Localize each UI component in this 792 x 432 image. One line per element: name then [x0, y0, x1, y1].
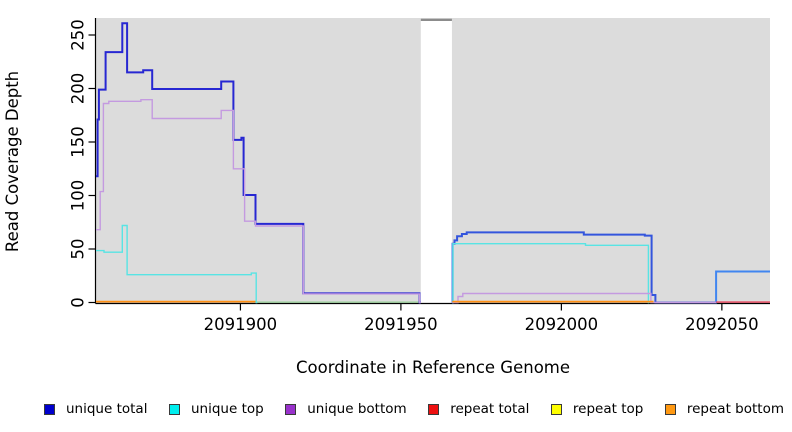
- coverage-gap-top-bar: [420, 18, 452, 21]
- series-unique-bottom-left: [96, 99, 421, 304]
- legend: unique total unique top unique bottom repea…: [44, 398, 784, 420]
- legend-item-unique-bottom: unique bottom: [285, 401, 407, 417]
- y-tick-label: 0: [69, 297, 88, 308]
- legend-item-unique-total: unique total: [44, 401, 147, 417]
- series-unique-total-left: [96, 22, 421, 304]
- legend-swatch-unique-top: [169, 403, 180, 415]
- x-tick-label: 2091950: [364, 315, 438, 334]
- legend-swatch-unique-total: [44, 403, 55, 415]
- y-tick-label: 200: [69, 73, 88, 105]
- y-tick-label: 150: [69, 126, 88, 158]
- y-tick-label: 100: [69, 180, 88, 212]
- y-tick-label: 250: [69, 19, 88, 51]
- legend-swatch-repeat-top: [550, 403, 562, 415]
- legend-label-unique-total: unique total: [66, 401, 148, 417]
- x-tick-label: 2091900: [204, 315, 278, 334]
- legend-swatch-unique-bottom: [285, 403, 297, 415]
- legend-label-unique-bottom: unique bottom: [307, 401, 407, 417]
- series-unique-top-left: [96, 224, 258, 304]
- y-tick-label: 50: [69, 239, 88, 260]
- x-axis-title: Coordinate in Reference Genome: [295, 358, 571, 377]
- x-tick-label: 2092000: [525, 315, 599, 334]
- legend-item-repeat-top: repeat top: [550, 401, 644, 417]
- chart-canvas: 2091900 2091950 2092000 2092050 0 50 100 150 200…: [69, 18, 770, 334]
- legend-label-repeat-top: repeat top: [572, 401, 644, 417]
- legend-item-unique-top: unique top: [169, 401, 264, 417]
- y-axis-title-wrap: Read Coverage Depth: [0, 0, 26, 322]
- y-axis-title: Read Coverage Depth: [3, 70, 23, 252]
- legend-label-repeat-total: repeat total: [450, 401, 530, 417]
- coverage-gap-band: [420, 18, 452, 304]
- legend-item-repeat-total: repeat total: [428, 401, 529, 417]
- x-tick-label: 2092050: [685, 315, 759, 334]
- legend-item-repeat-bottom: repeat bottom: [664, 401, 784, 417]
- legend-label-unique-top: unique top: [191, 401, 264, 417]
- legend-swatch-repeat-total: [428, 403, 440, 415]
- legend-swatch-repeat-bottom: [664, 403, 676, 415]
- legend-label-repeat-bottom: repeat bottom: [686, 401, 784, 417]
